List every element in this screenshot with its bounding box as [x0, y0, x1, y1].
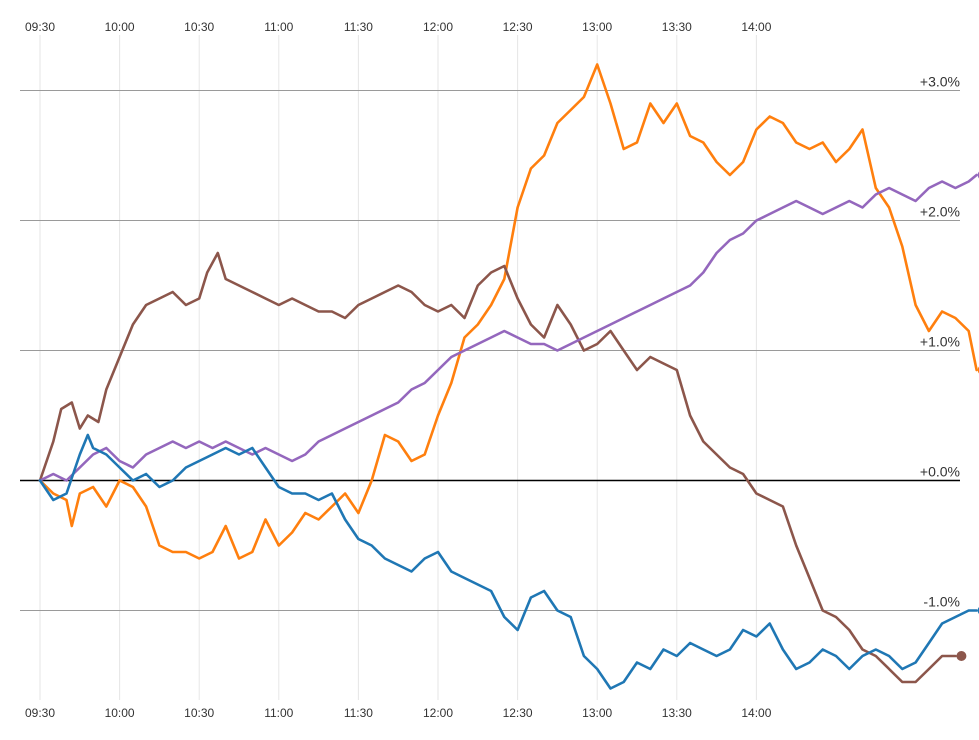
- x-tick-label-bottom: 10:30: [184, 706, 214, 720]
- x-tick-label-bottom: 09:30: [25, 706, 55, 720]
- series-line: [38, 251, 957, 684]
- series-end-point: [956, 651, 967, 661]
- x-tick-label-bottom: 13:30: [662, 706, 692, 720]
- x-tick-label-top: 13:00: [582, 20, 612, 34]
- x-tick-label-bottom: 10:00: [105, 706, 135, 720]
- series-line: [38, 173, 978, 482]
- x-tick-label-top: 12:00: [423, 20, 453, 34]
- x-axis-bottom: 09:30 10:00 10:30 11:00 11:30 12:00 12:30 13:00…: [25, 706, 772, 720]
- series-end-markers: [956, 171, 979, 661]
- series-line: [38, 63, 978, 560]
- y-tick-label: -1.0%: [923, 594, 960, 610]
- x-tick-label-bottom: 11:30: [344, 706, 373, 720]
- x-tick-label-top: 14:00: [741, 20, 771, 34]
- x-tick-label-bottom: 12:00: [423, 706, 453, 720]
- x-tick-label-bottom: 11:00: [264, 706, 293, 720]
- y-axis-labels: +3.0% +2.0% +1.0% +0.0% -1.0%: [920, 74, 960, 610]
- x-tick-label-bottom: 14:00: [741, 706, 771, 720]
- x-tick-label-top: 10:00: [105, 20, 135, 34]
- x-tick-label-bottom: 12:30: [503, 706, 533, 720]
- x-tick-label-bottom: 13:00: [582, 706, 612, 720]
- x-axis-top: 09:30 10:00 10:30 11:00 11:30 12:00 12:30 13:00…: [25, 20, 772, 34]
- x-tick-label-top: 13:30: [662, 20, 692, 34]
- y-tick-label: +3.0%: [920, 74, 960, 90]
- x-tick-label-top: 11:30: [344, 20, 373, 34]
- x-tick-label-top: 09:30: [25, 20, 55, 34]
- grid: [20, 35, 960, 700]
- y-tick-label: +0.0%: [920, 464, 960, 480]
- x-tick-label-top: 10:30: [184, 20, 214, 34]
- x-tick-label-top: 12:30: [503, 20, 533, 34]
- series-line: [38, 433, 978, 690]
- series-lines: [38, 63, 978, 690]
- y-tick-label: +1.0%: [920, 334, 960, 350]
- x-tick-label-top: 11:00: [264, 20, 293, 34]
- y-tick-label: +2.0%: [920, 204, 960, 220]
